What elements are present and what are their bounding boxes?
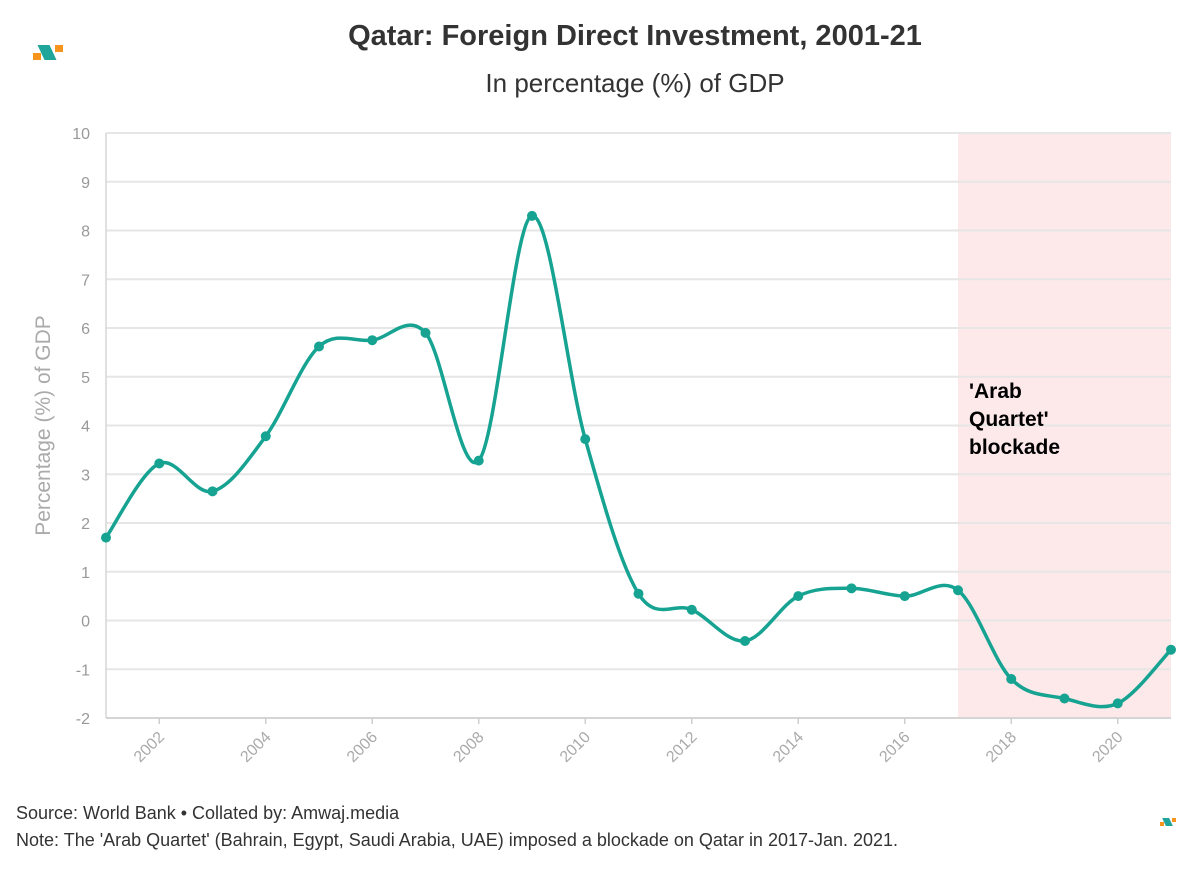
y-tick-label: 7 <box>81 272 90 289</box>
x-tick-label: 2010 <box>557 729 594 766</box>
blockade-annotation: blockade <box>969 436 1060 459</box>
blockade-note: Note: The 'Arab Quartet' (Bahrain, Egypt… <box>16 830 899 850</box>
y-tick-label: 8 <box>81 224 90 241</box>
data-point <box>473 455 484 466</box>
x-tick-label: 2016 <box>876 729 913 766</box>
y-tick-label: 5 <box>81 370 90 387</box>
y-tick-label: 4 <box>81 419 90 436</box>
x-tick-label: 2002 <box>131 729 168 766</box>
y-tick-label: 3 <box>81 467 90 484</box>
data-point <box>846 583 857 594</box>
chart-subtitle: In percentage (%) of GDP <box>485 68 785 98</box>
data-point <box>793 591 804 602</box>
y-tick-label: -1 <box>76 662 90 679</box>
x-tick-label: 2020 <box>1089 729 1126 766</box>
data-point <box>1166 644 1176 655</box>
data-point <box>740 635 750 646</box>
x-tick-label: 2018 <box>983 729 1020 766</box>
data-point <box>686 604 697 615</box>
y-tick-label: 0 <box>81 614 90 631</box>
y-axis-title: Percentage (%) of GDP <box>32 315 55 536</box>
data-point <box>1006 674 1017 684</box>
x-tick-label: 2008 <box>450 729 487 766</box>
data-point <box>101 532 111 543</box>
data-point <box>953 585 963 596</box>
data-point <box>527 210 537 221</box>
x-tick-label: 2006 <box>344 729 381 766</box>
amwaj-small-logo-icon <box>1160 818 1176 827</box>
data-point <box>633 588 644 599</box>
data-point <box>260 431 271 442</box>
y-tick-label: 2 <box>81 516 90 533</box>
blockade-annotation: Quartet' <box>969 408 1049 431</box>
y-tick-label: 10 <box>72 126 90 143</box>
data-point <box>1059 693 1070 704</box>
data-point <box>314 341 324 352</box>
source-note: Source: World Bank • Collated by: Amwaj.… <box>16 803 400 823</box>
data-point <box>580 434 591 445</box>
data-point <box>207 486 218 497</box>
amwaj-logo-icon <box>33 45 63 61</box>
x-tick-label: 2014 <box>770 729 807 766</box>
data-point <box>367 335 378 346</box>
chart-title: Qatar: Foreign Direct Investment, 2001-2… <box>348 20 922 52</box>
y-tick-label: 9 <box>81 175 90 192</box>
data-point <box>154 458 165 469</box>
data-point <box>1112 698 1123 709</box>
y-tick-label: 1 <box>81 565 90 582</box>
x-tick-label: 2004 <box>237 729 274 766</box>
data-point <box>899 591 910 602</box>
data-point <box>420 327 431 338</box>
y-tick-label: 6 <box>81 321 90 338</box>
blockade-annotation: 'Arab <box>969 380 1022 403</box>
x-tick-label: 2012 <box>663 729 700 766</box>
y-tick-label: -2 <box>76 711 90 728</box>
